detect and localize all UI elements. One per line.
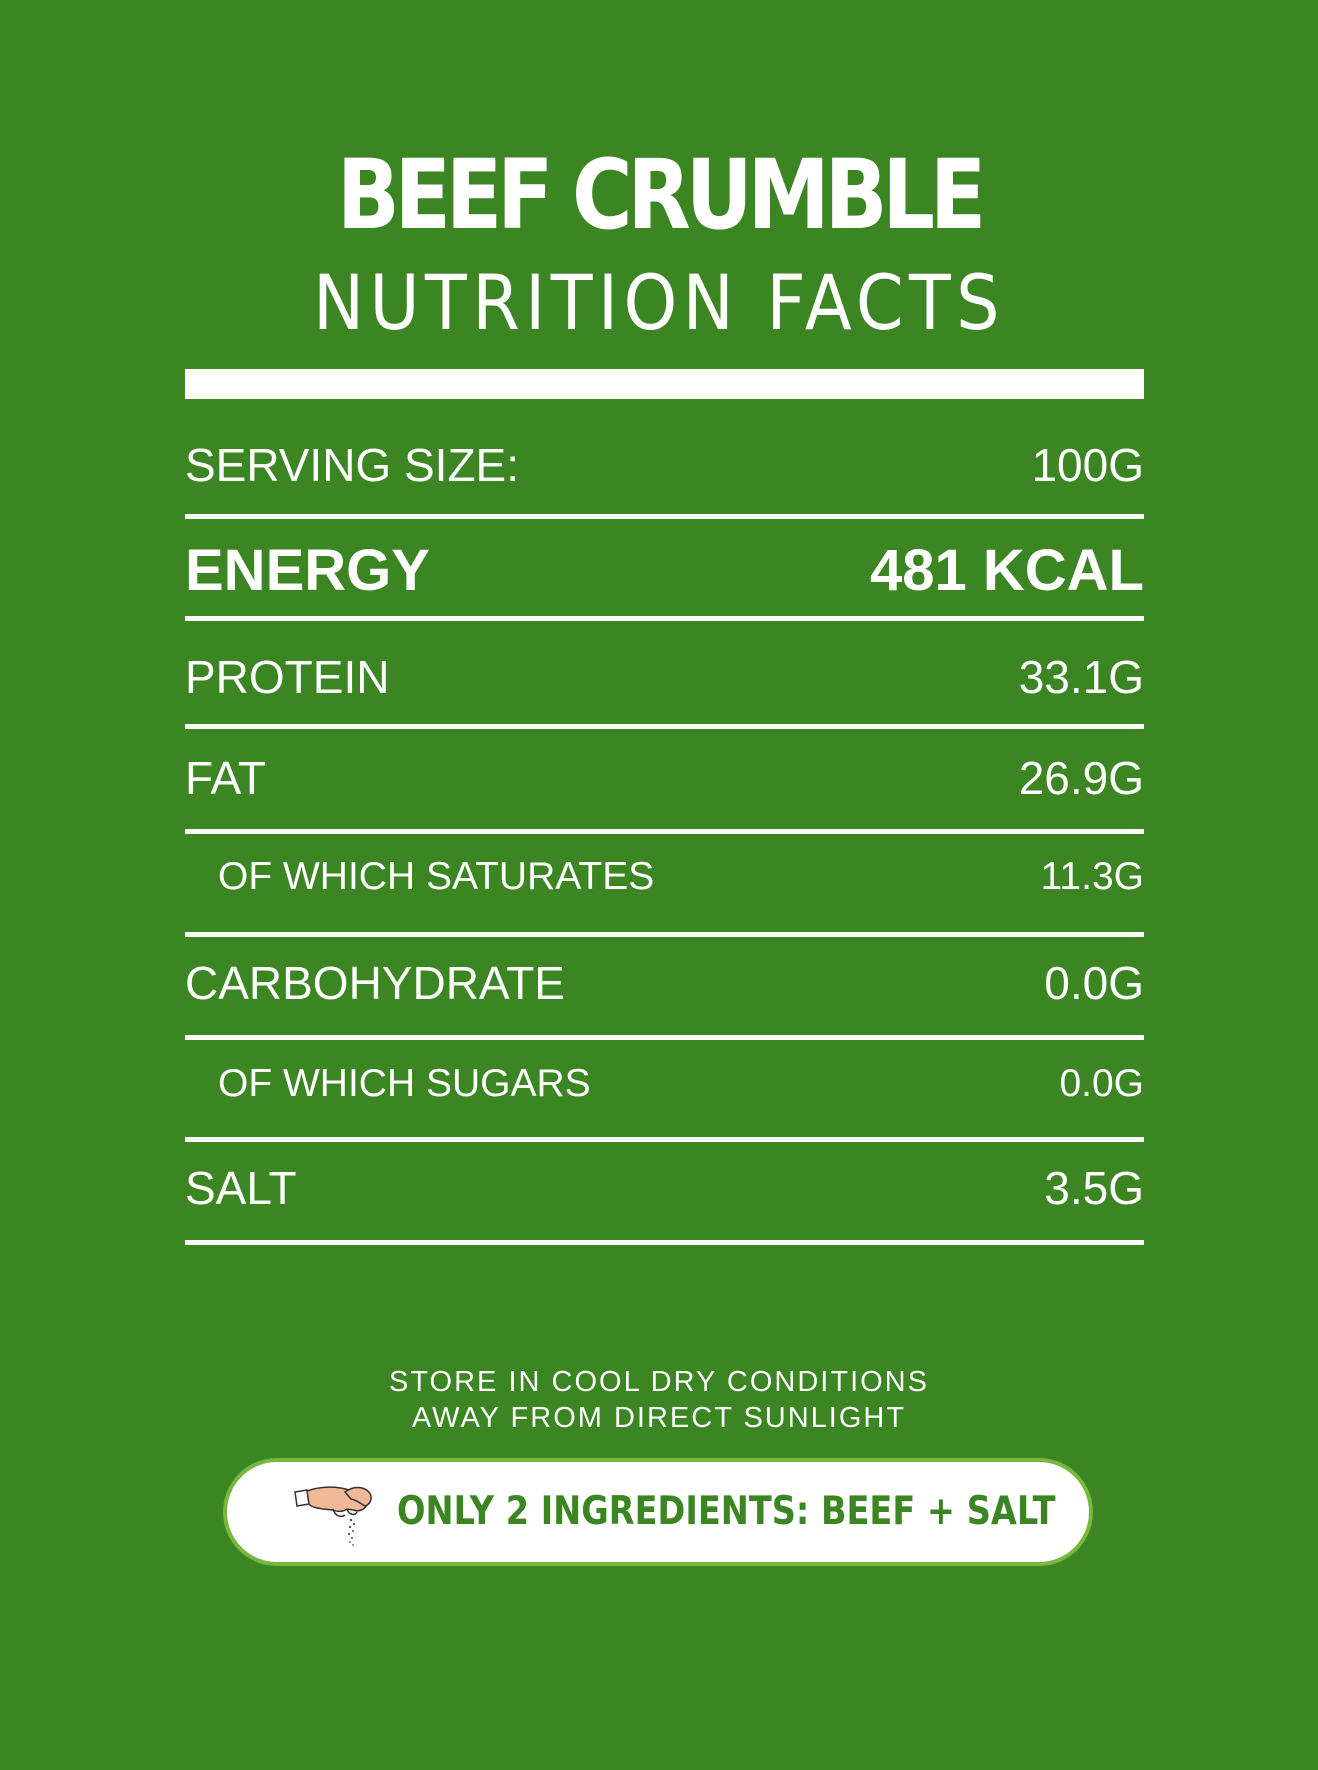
- row-divider: [185, 514, 1144, 519]
- sugars-row: OF WHICH SUGARS 0.0G: [185, 1059, 1144, 1109]
- fat-label: FAT: [185, 752, 266, 804]
- serving-size-label: SERVING SIZE:: [185, 439, 520, 491]
- label-title: BEEF CRUMBLE: [336, 139, 986, 251]
- carbohydrate-label: CARBOHYDRATE: [185, 957, 565, 1009]
- sugars-value: 0.0G: [1059, 1062, 1144, 1105]
- ingredients-banner-text: ONLY 2 INGREDIENTS: BEEF + SALT: [397, 1489, 1056, 1534]
- row-divider: [185, 829, 1144, 834]
- row-divider: [185, 616, 1144, 621]
- row-divider: [185, 1035, 1144, 1040]
- energy-label: ENERGY: [185, 538, 430, 603]
- row-divider: [185, 1240, 1144, 1245]
- carbohydrate-value: 0.0G: [1044, 957, 1144, 1009]
- protein-value: 33.1G: [1018, 651, 1144, 703]
- row-divider: [185, 724, 1144, 729]
- storage-line-2: AWAY FROM DIRECT SUNLIGHT: [411, 1402, 907, 1434]
- saturates-row: OF WHICH SATURATES 11.3G: [185, 852, 1144, 902]
- row-divider: [185, 932, 1144, 937]
- serving-size-value: 100G: [1031, 439, 1144, 491]
- salt-value: 3.5G: [1044, 1162, 1144, 1214]
- serving-size-row: SERVING SIZE: 100G: [185, 437, 1144, 493]
- protein-row: PROTEIN 33.1G: [185, 649, 1144, 705]
- saturates-label: OF WHICH SATURATES: [218, 855, 655, 898]
- pinch-of-salt-hand-icon: [294, 1486, 372, 1546]
- salt-label: SALT: [185, 1162, 297, 1214]
- salt-row: SALT 3.5G: [185, 1160, 1144, 1216]
- energy-value: 481 KCAL: [870, 538, 1144, 603]
- saturates-value: 11.3G: [1040, 855, 1144, 898]
- row-divider: [185, 1137, 1144, 1142]
- sugars-label: OF WHICH SUGARS: [218, 1062, 591, 1105]
- carbohydrate-row: CARBOHYDRATE 0.0G: [185, 955, 1144, 1011]
- header-divider: [185, 369, 1144, 399]
- ingredients-banner: ONLY 2 INGREDIENTS: BEEF + SALT: [223, 1458, 1093, 1566]
- energy-row: ENERGY 481 KCAL: [185, 536, 1144, 606]
- fat-value: 26.9G: [1018, 752, 1144, 804]
- label-subtitle: NUTRITION FACTS: [312, 258, 1006, 347]
- storage-line-1: STORE IN COOL DRY CONDITIONS: [389, 1366, 929, 1398]
- protein-label: PROTEIN: [185, 651, 390, 703]
- fat-row: FAT 26.9G: [185, 750, 1144, 806]
